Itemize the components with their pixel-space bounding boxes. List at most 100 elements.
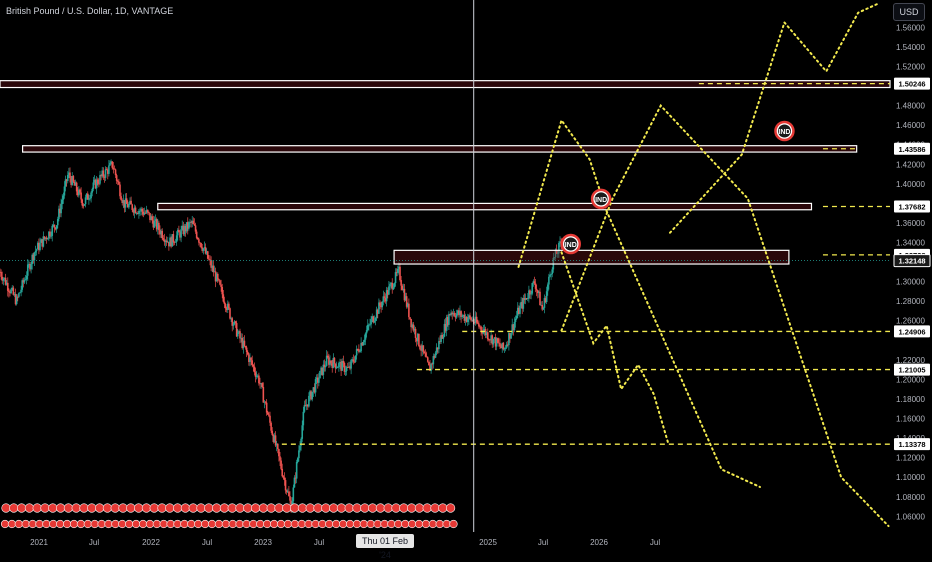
event-dot[interactable] xyxy=(111,519,120,529)
event-dot[interactable] xyxy=(214,519,223,529)
event-dot[interactable] xyxy=(1,503,11,513)
event-dot[interactable] xyxy=(446,503,456,513)
event-dot[interactable] xyxy=(83,519,92,529)
event-dot[interactable] xyxy=(407,503,417,513)
event-dot[interactable] xyxy=(305,503,315,513)
event-dot[interactable] xyxy=(435,519,444,529)
event-dot[interactable] xyxy=(339,519,348,529)
event-dot[interactable] xyxy=(344,503,354,513)
event-dot[interactable] xyxy=(49,519,58,529)
event-dot[interactable] xyxy=(438,503,448,513)
event-dot[interactable] xyxy=(9,503,19,513)
event-dot[interactable] xyxy=(16,503,27,513)
event-dot[interactable] xyxy=(251,503,261,513)
event-dot[interactable] xyxy=(332,519,341,529)
event-dot[interactable] xyxy=(118,519,127,529)
event-dot[interactable] xyxy=(270,519,279,529)
event-dot[interactable] xyxy=(7,519,16,529)
event-dot[interactable] xyxy=(126,503,136,513)
event-dot[interactable] xyxy=(97,519,106,529)
event-dot[interactable] xyxy=(228,519,237,529)
event-dot[interactable] xyxy=(40,503,50,513)
event-dot[interactable] xyxy=(290,519,299,529)
event-dot[interactable] xyxy=(32,503,42,513)
event-dot[interactable] xyxy=(282,503,292,513)
event-dot[interactable] xyxy=(42,519,51,529)
event-dot[interactable] xyxy=(157,503,167,513)
event-dot[interactable] xyxy=(187,519,196,529)
event-dot[interactable] xyxy=(422,503,432,513)
currency-button[interactable]: USD xyxy=(893,3,925,21)
event-dot[interactable] xyxy=(336,503,347,513)
event-dot[interactable] xyxy=(102,503,112,513)
event-dot[interactable] xyxy=(375,503,386,513)
event-dot[interactable] xyxy=(380,519,389,529)
event-dot[interactable] xyxy=(242,519,251,529)
event-dot[interactable] xyxy=(283,519,293,529)
event-dot[interactable] xyxy=(76,519,85,529)
event-dot[interactable] xyxy=(325,519,334,529)
event-dot[interactable] xyxy=(235,503,245,513)
event-dot[interactable] xyxy=(408,519,417,529)
event-dot[interactable] xyxy=(180,503,190,513)
event-dot[interactable] xyxy=(258,503,269,513)
event-dot[interactable] xyxy=(180,519,189,529)
event-dot[interactable] xyxy=(207,519,217,529)
event-dot[interactable] xyxy=(63,503,73,513)
event-dot[interactable] xyxy=(138,519,148,529)
event-dot[interactable] xyxy=(48,503,58,513)
event-dot[interactable] xyxy=(421,519,431,529)
event-dot[interactable] xyxy=(449,519,458,529)
event-dot[interactable] xyxy=(141,503,151,513)
event-dot[interactable] xyxy=(329,503,339,513)
event-dot[interactable] xyxy=(297,519,306,529)
event-dot[interactable] xyxy=(274,503,284,513)
event-dot[interactable] xyxy=(152,519,161,529)
event-dot[interactable] xyxy=(94,503,105,513)
event-dot[interactable] xyxy=(276,519,286,529)
event-dot[interactable] xyxy=(173,519,182,529)
event-dot[interactable] xyxy=(21,519,30,529)
event-dot[interactable] xyxy=(149,503,159,513)
event-dot[interactable] xyxy=(90,519,99,529)
event-dot[interactable] xyxy=(414,519,424,529)
event-dot[interactable] xyxy=(194,519,203,529)
event-dot[interactable] xyxy=(55,503,66,513)
event-dot[interactable] xyxy=(0,519,10,529)
event-dot[interactable] xyxy=(399,503,409,513)
event-dot[interactable] xyxy=(71,503,81,513)
event-dot[interactable] xyxy=(263,519,272,529)
event-dot[interactable] xyxy=(256,519,265,529)
event-dot[interactable] xyxy=(104,519,113,529)
event-dot[interactable] xyxy=(414,503,425,513)
event-dot[interactable] xyxy=(159,519,168,529)
event-dot[interactable] xyxy=(14,519,23,529)
event-dot[interactable] xyxy=(366,519,375,529)
event-dot[interactable] xyxy=(132,519,141,529)
event-dot[interactable] xyxy=(394,519,403,529)
event-dot[interactable] xyxy=(249,519,258,529)
time-axis[interactable]: 2021 Jul 2022 Jul 2023 Jul 2025 Jul 2026 Jul xyxy=(30,538,660,547)
event-dot[interactable] xyxy=(196,503,206,513)
event-dot[interactable] xyxy=(87,503,97,513)
event-dot[interactable] xyxy=(219,503,229,513)
event-dot[interactable] xyxy=(227,503,237,513)
event-dot[interactable] xyxy=(165,503,175,513)
event-dot[interactable] xyxy=(173,503,183,513)
event-dot[interactable] xyxy=(442,519,451,529)
event-dot[interactable] xyxy=(212,503,222,513)
event-dot[interactable] xyxy=(401,519,410,529)
event-dot[interactable] xyxy=(35,519,44,529)
event-dot[interactable] xyxy=(166,519,175,529)
event-dot[interactable] xyxy=(352,519,362,529)
event-dot[interactable] xyxy=(304,519,313,529)
event-dot[interactable] xyxy=(318,519,327,529)
event-dot[interactable] xyxy=(204,503,214,513)
event-dot[interactable] xyxy=(69,519,79,529)
event-dot[interactable] xyxy=(201,519,210,529)
event-dot[interactable] xyxy=(145,519,154,529)
event-dot[interactable] xyxy=(311,519,320,529)
event-dot[interactable] xyxy=(391,503,401,513)
event-dot[interactable] xyxy=(430,503,440,513)
event-dot[interactable] xyxy=(24,503,34,513)
